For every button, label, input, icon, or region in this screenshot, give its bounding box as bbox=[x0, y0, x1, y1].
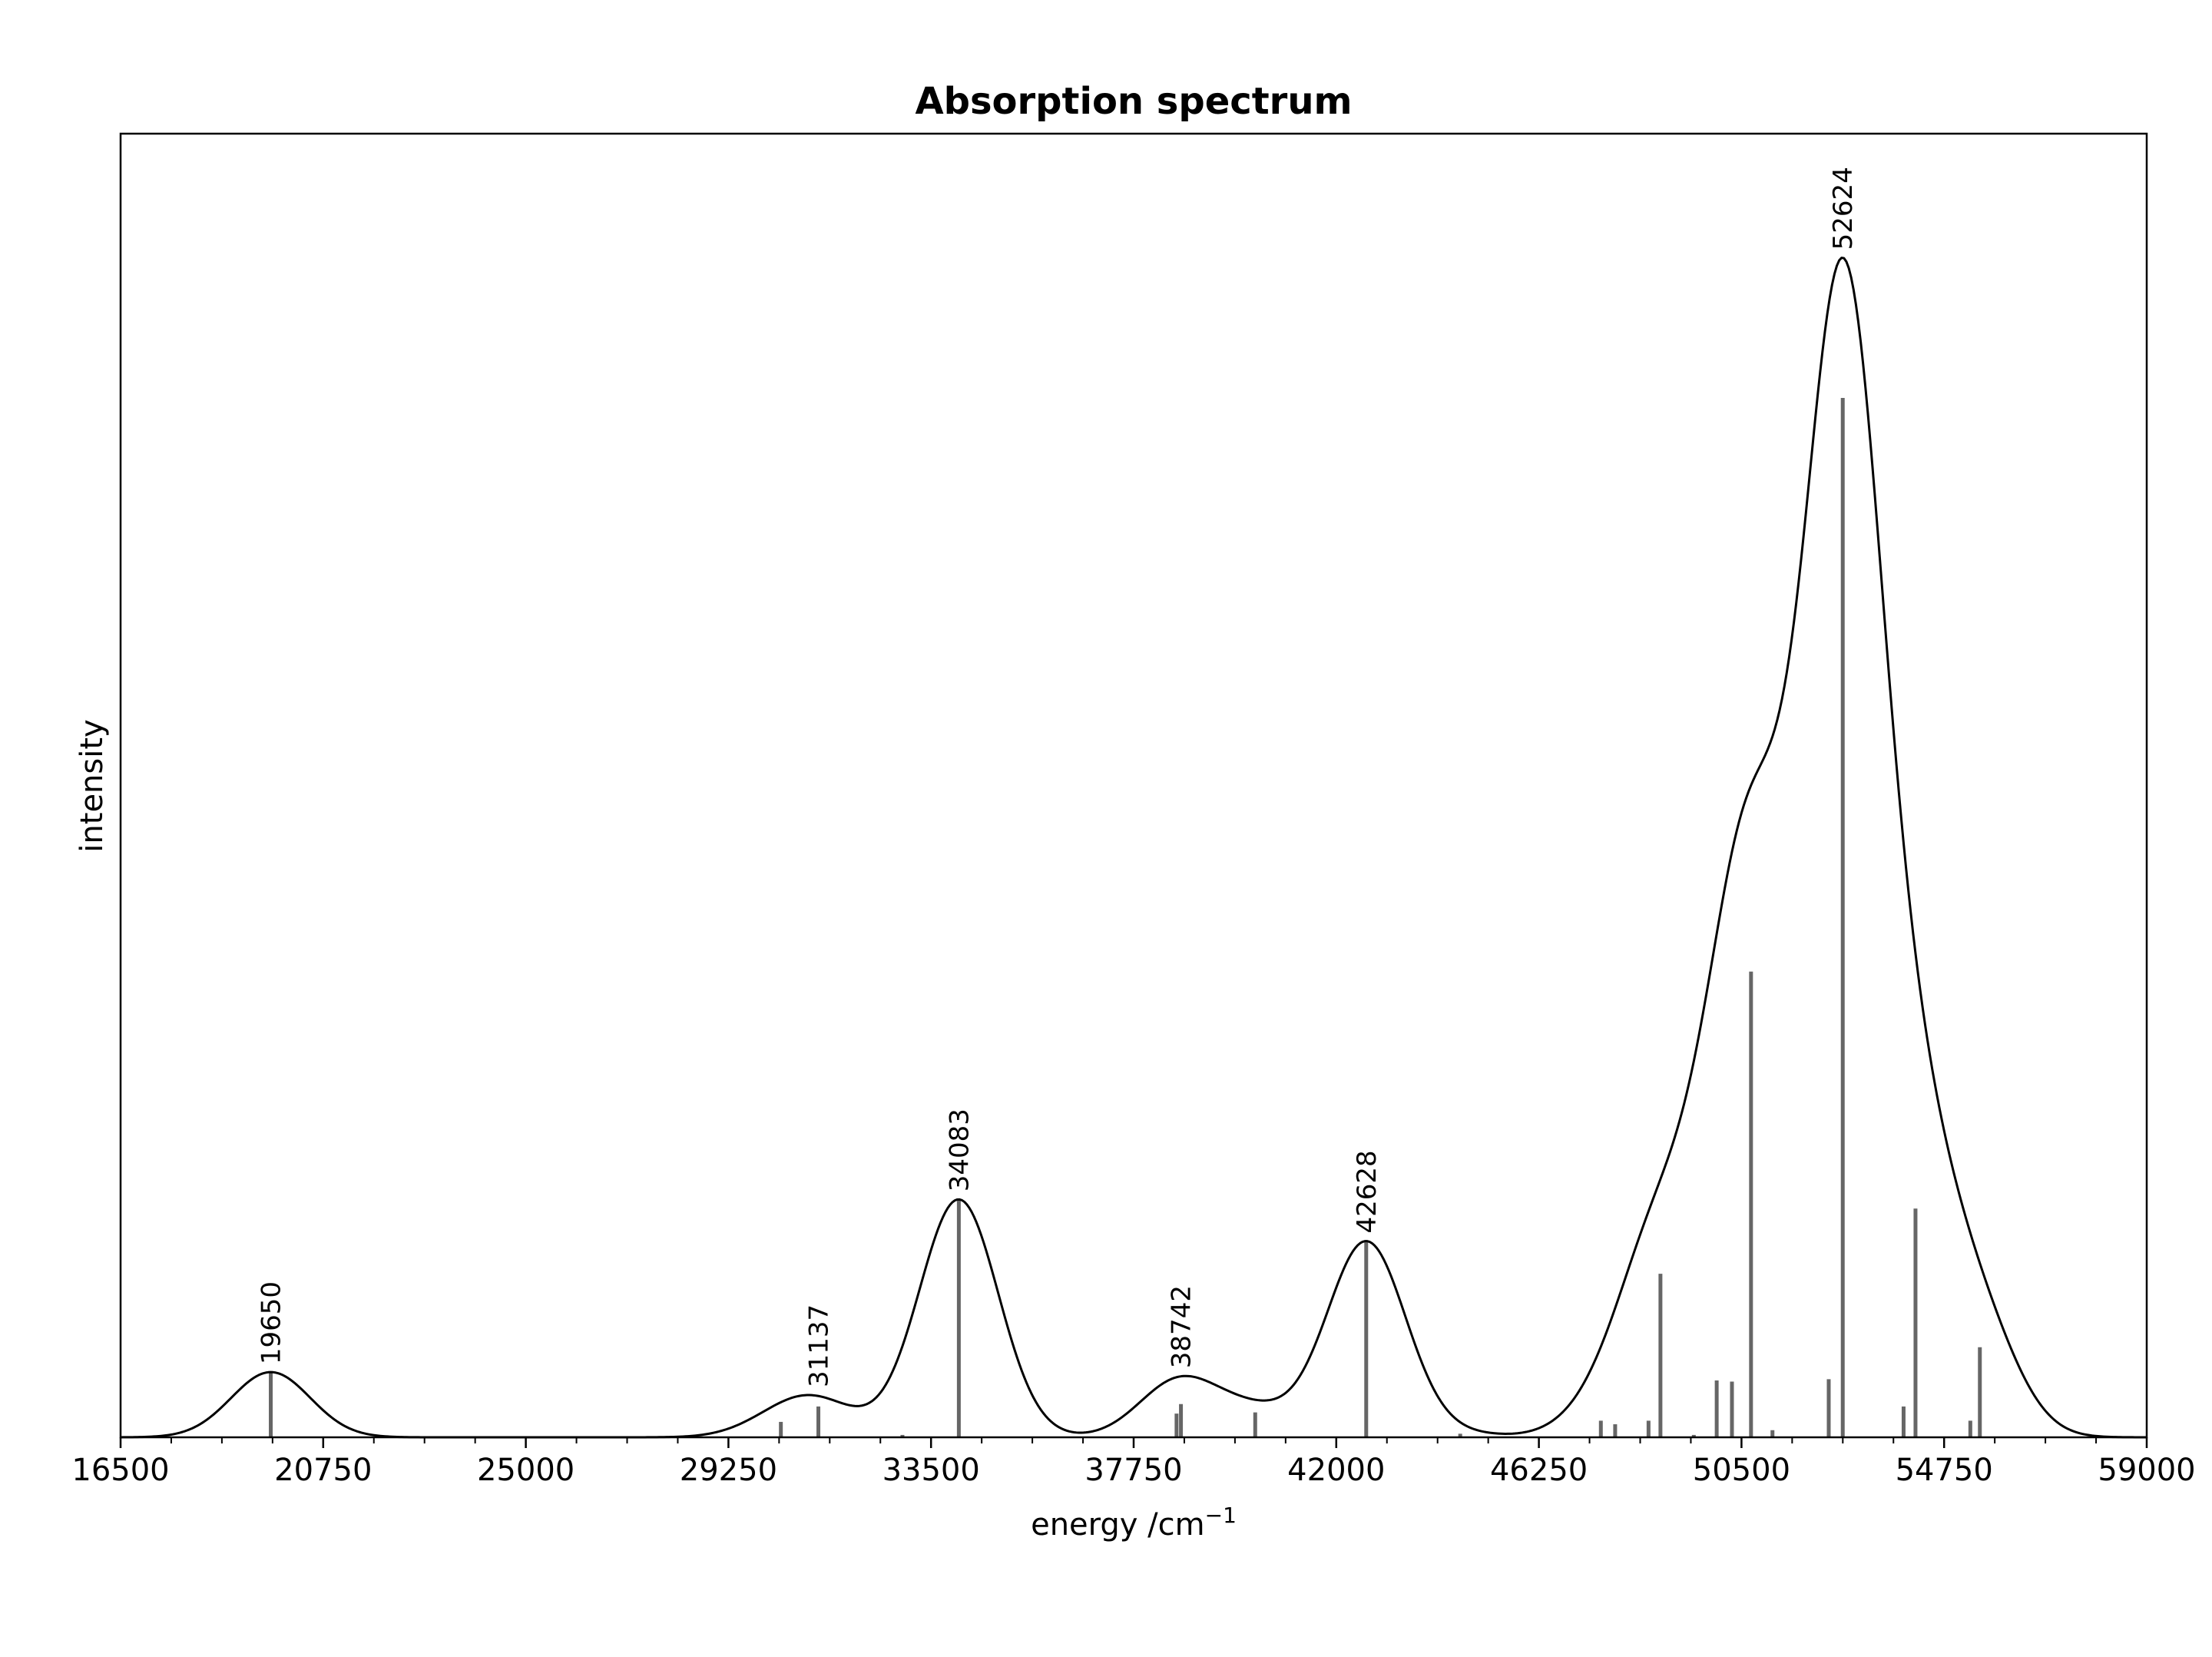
x-tick-label: 59000 bbox=[2098, 1453, 2195, 1488]
x-tick-label: 50500 bbox=[1693, 1453, 1790, 1488]
x-tick-label: 16500 bbox=[71, 1453, 169, 1488]
x-axis-label-text: energy /cm bbox=[1031, 1507, 1205, 1543]
peak-labels: 19650 31137 34083 38742 42628 52624 bbox=[257, 167, 1859, 1387]
chart-title: Absorption spectrum bbox=[915, 80, 1352, 123]
x-tick-label: 29250 bbox=[680, 1453, 777, 1488]
peak-label: 42628 bbox=[1352, 1150, 1382, 1233]
peak-label: 52624 bbox=[1828, 167, 1859, 250]
x-tick-label: 37750 bbox=[1084, 1453, 1182, 1488]
peak-label: 31137 bbox=[804, 1304, 835, 1387]
peak-label: 38742 bbox=[1167, 1285, 1197, 1368]
x-tick-label: 25000 bbox=[477, 1453, 575, 1488]
x-tick-label: 46250 bbox=[1490, 1453, 1588, 1488]
x-axis-label-superscript: −1 bbox=[1205, 1503, 1237, 1528]
y-axis-label: intensity bbox=[75, 719, 110, 852]
transition-sticks bbox=[269, 398, 1982, 1437]
peak-label: 34083 bbox=[944, 1109, 975, 1191]
x-axis-label: energy /cm−1 bbox=[1031, 1503, 1237, 1543]
x-tick-label: 54750 bbox=[1896, 1453, 1993, 1488]
x-tick-label: 20750 bbox=[274, 1453, 372, 1488]
peak-label: 19650 bbox=[257, 1281, 287, 1364]
x-tick-label: 33500 bbox=[882, 1453, 980, 1488]
x-axis-ticks: 16500 20750 25000 29250 33500 37750 42000 46250… bbox=[71, 1437, 2196, 1488]
x-tick-label: 42000 bbox=[1287, 1453, 1385, 1488]
